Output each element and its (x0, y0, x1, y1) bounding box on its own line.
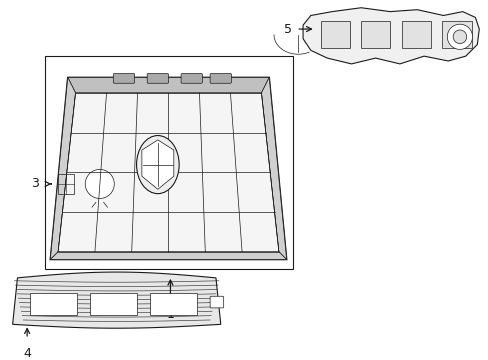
FancyBboxPatch shape (147, 73, 168, 83)
FancyBboxPatch shape (181, 73, 202, 83)
Polygon shape (142, 140, 173, 189)
FancyBboxPatch shape (58, 174, 66, 184)
Circle shape (76, 161, 123, 207)
FancyBboxPatch shape (320, 21, 349, 48)
Polygon shape (68, 77, 268, 93)
Polygon shape (50, 77, 286, 260)
FancyBboxPatch shape (442, 21, 470, 48)
FancyBboxPatch shape (361, 21, 389, 48)
Polygon shape (261, 77, 286, 260)
Polygon shape (50, 77, 76, 260)
Polygon shape (303, 8, 478, 64)
Text: 3: 3 (31, 177, 39, 190)
FancyBboxPatch shape (210, 73, 231, 83)
Polygon shape (44, 56, 293, 269)
FancyBboxPatch shape (66, 184, 74, 194)
FancyBboxPatch shape (30, 293, 76, 315)
Text: 5: 5 (284, 23, 292, 36)
FancyBboxPatch shape (401, 21, 430, 48)
Text: 1: 1 (166, 308, 174, 321)
Polygon shape (13, 272, 220, 328)
Polygon shape (58, 93, 278, 252)
FancyBboxPatch shape (90, 293, 136, 315)
FancyBboxPatch shape (210, 296, 223, 308)
FancyBboxPatch shape (58, 174, 74, 194)
Ellipse shape (136, 136, 179, 194)
Circle shape (85, 170, 114, 198)
Text: 4: 4 (23, 347, 31, 360)
Polygon shape (50, 252, 286, 260)
Circle shape (447, 24, 471, 49)
Text: 2: 2 (96, 234, 103, 247)
FancyBboxPatch shape (113, 73, 134, 83)
FancyBboxPatch shape (150, 293, 196, 315)
Circle shape (452, 30, 466, 44)
